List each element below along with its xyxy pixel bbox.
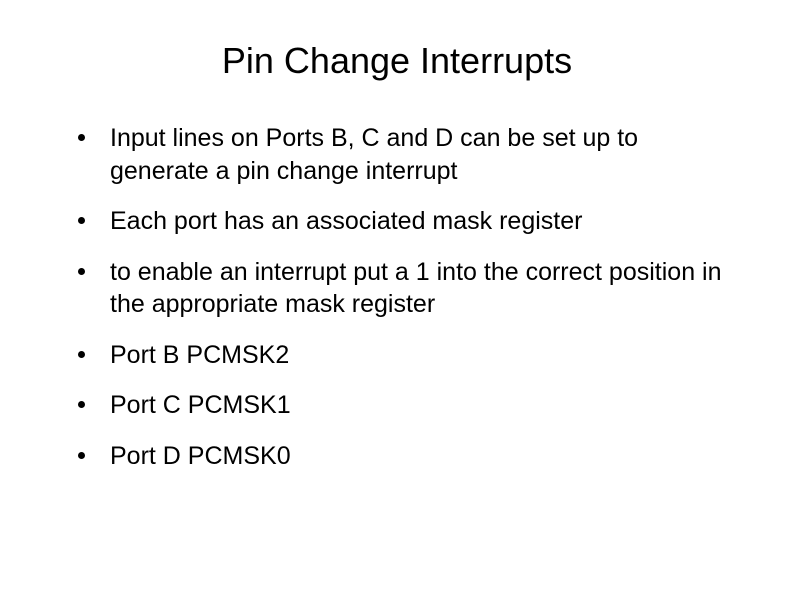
- bullet-item: Each port has an associated mask registe…: [60, 205, 734, 238]
- bullet-item: Port C PCMSK1: [60, 389, 734, 422]
- bullet-item: Input lines on Ports B, C and D can be s…: [60, 122, 734, 187]
- bullet-item: Port B PCMSK2: [60, 339, 734, 372]
- bullet-item: Port D PCMSK0: [60, 440, 734, 473]
- bullet-item: to enable an interrupt put a 1 into the …: [60, 256, 734, 321]
- slide-title: Pin Change Interrupts: [60, 40, 734, 82]
- bullet-list: Input lines on Ports B, C and D can be s…: [60, 122, 734, 472]
